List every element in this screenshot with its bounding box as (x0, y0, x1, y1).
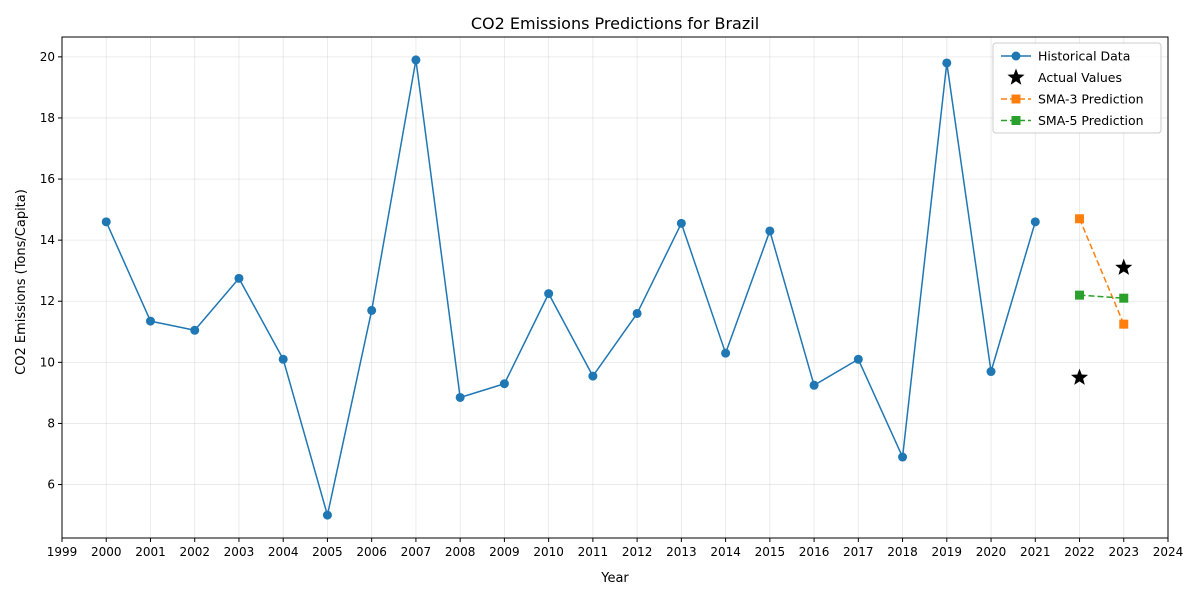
data-point (190, 325, 200, 335)
legend-box (992, 42, 1162, 134)
data-point (101, 217, 111, 227)
data-point (1030, 217, 1040, 227)
x-tick-label: 2003 (224, 545, 255, 559)
series-line (105, 59, 1036, 516)
data-point (1075, 214, 1085, 224)
x-tick-label: 2018 (887, 545, 918, 559)
data-point (145, 316, 155, 326)
data-point (588, 371, 598, 381)
data-point (942, 58, 952, 68)
y-tick-label: 20 (40, 50, 55, 64)
x-axis-label: Year (600, 571, 629, 586)
legend: Historical Data Actual Values SMA-3 Predic… (992, 42, 1162, 134)
x-tick-label: 2017 (843, 545, 874, 559)
x-tick-label: 2005 (312, 545, 343, 559)
data-point (1119, 293, 1129, 303)
data-point (1075, 290, 1085, 300)
legend-marker (1007, 68, 1025, 85)
x-tick-label: 2004 (268, 545, 299, 559)
y-tick-label: 18 (40, 111, 55, 125)
data-point (898, 452, 908, 462)
data-point (1119, 319, 1129, 329)
data-point (1115, 258, 1133, 275)
legend-label: Historical Data (1038, 49, 1130, 64)
data-point (676, 218, 686, 228)
y-tick-label: 14 (40, 233, 55, 247)
series-line (1078, 218, 1125, 325)
y-axis-label: CO2 Emissions (Tons/Capita) (14, 189, 29, 375)
data-point (632, 308, 642, 318)
data-point (278, 354, 288, 364)
series-sma-5-prediction (1075, 290, 1129, 303)
series-actual-values (1070, 258, 1133, 385)
series-layer (101, 55, 1133, 520)
x-tick-label: 2013 (666, 545, 697, 559)
x-tick-label: 2023 (1108, 545, 1139, 559)
data-point (809, 380, 819, 390)
x-tick-label: 2006 (356, 545, 387, 559)
axes: 1999 2000 2001 2002 2003 2004 2005 2006 2007 2008… (40, 50, 1184, 559)
legend-marker (1011, 51, 1021, 61)
x-tick-label: 2014 (710, 545, 741, 559)
x-tick-label: 2012 (622, 545, 653, 559)
x-tick-label: 2024 (1153, 545, 1184, 559)
x-tick-label: 2019 (932, 545, 963, 559)
data-point (853, 354, 863, 364)
y-tick-label: 12 (40, 294, 55, 308)
series-sma-3-prediction (1075, 214, 1129, 329)
data-point (455, 392, 465, 402)
data-point (721, 348, 731, 358)
legend-item: Historical Data (1001, 49, 1130, 64)
series-historical-data (101, 55, 1040, 520)
x-tick-label: 2008 (445, 545, 476, 559)
data-point (411, 55, 421, 65)
plot-frame (61, 36, 1169, 539)
legend-label: SMA-3 Prediction (1038, 92, 1144, 107)
y-tick-label: 6 (47, 478, 55, 492)
data-point (322, 510, 332, 520)
x-tick-label: 2011 (578, 545, 609, 559)
y-tick-label: 16 (40, 172, 55, 186)
x-tick-label: 1999 (47, 545, 78, 559)
x-tick-label: 2000 (91, 545, 122, 559)
legend-label: SMA-5 Prediction (1038, 113, 1144, 128)
data-point (367, 305, 377, 315)
x-tick-label: 2010 (533, 545, 564, 559)
legend-item: SMA-3 Prediction (1001, 92, 1144, 107)
legend-label: Actual Values (1038, 70, 1122, 85)
x-tick-label: 2002 (179, 545, 210, 559)
data-point (499, 379, 509, 389)
data-point (1070, 368, 1089, 385)
x-tick-label: 2016 (799, 545, 830, 559)
series-line (1079, 294, 1124, 299)
x-tick-label: 2021 (1020, 545, 1051, 559)
y-tick-label: 8 (47, 416, 55, 430)
data-point (544, 289, 554, 299)
legend-marker (1011, 116, 1021, 125)
x-tick-label: 2007 (401, 545, 432, 559)
legend-item: SMA-5 Prediction (1001, 113, 1144, 128)
chart-title: CO2 Emissions Predictions for Brazil (471, 14, 759, 33)
x-tick-label: 2020 (976, 545, 1007, 559)
legend-marker (1011, 94, 1021, 104)
y-tick-label: 10 (40, 355, 55, 369)
x-tick-label: 2015 (755, 545, 786, 559)
data-point (765, 226, 775, 236)
x-tick-label: 2009 (489, 545, 520, 559)
x-tick-label: 2001 (135, 545, 166, 559)
legend-item: Actual Values (1007, 68, 1122, 85)
data-point (234, 273, 244, 283)
x-tick-label: 2022 (1064, 545, 1095, 559)
data-point (986, 367, 996, 377)
